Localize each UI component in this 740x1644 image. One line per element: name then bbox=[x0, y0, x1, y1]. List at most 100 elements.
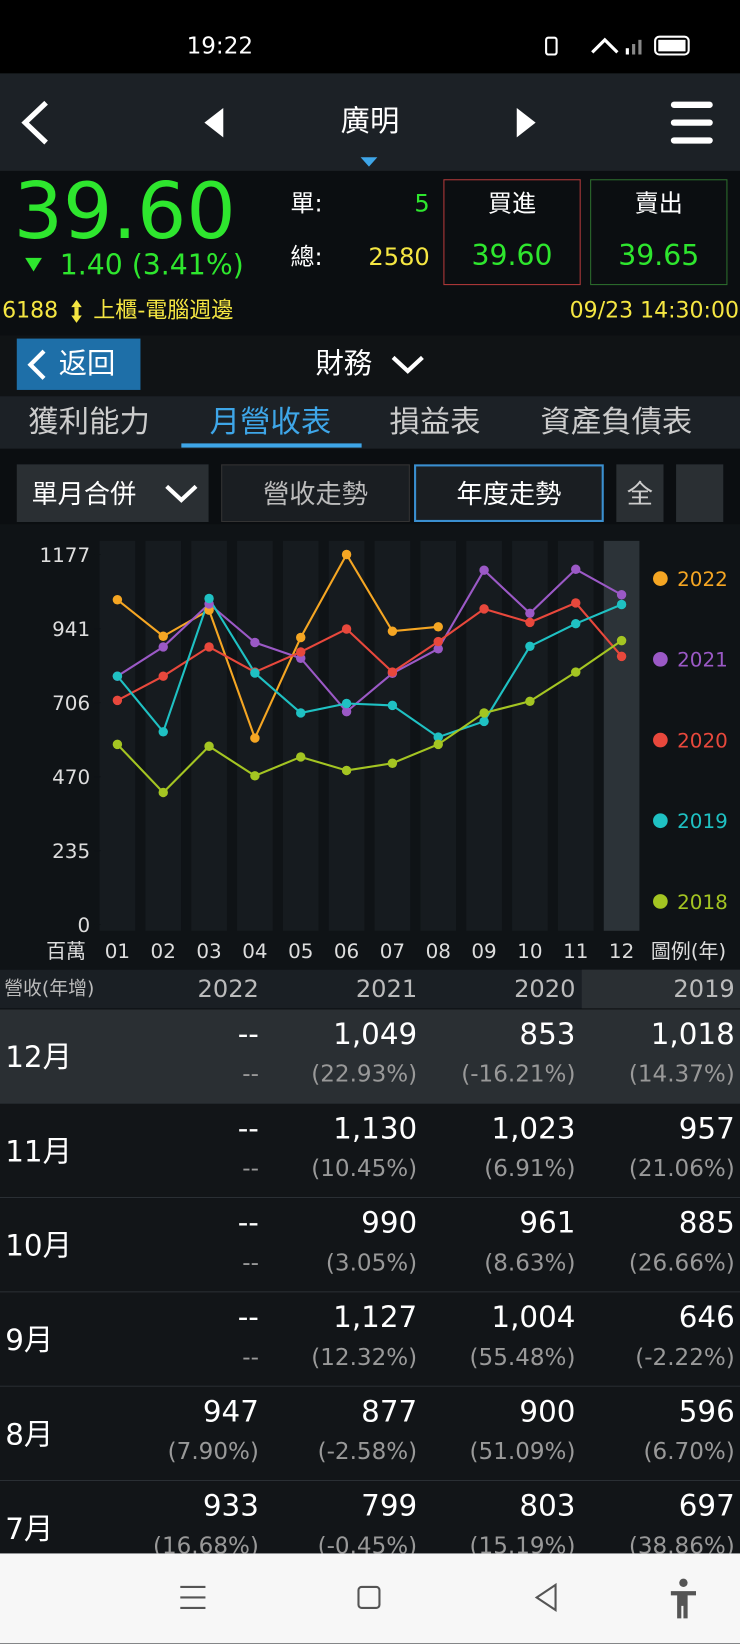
home-key[interactable] bbox=[357, 1585, 381, 1609]
data-point bbox=[479, 604, 489, 614]
revenue-value: 1,018 bbox=[650, 1016, 735, 1052]
data-point bbox=[571, 618, 581, 629]
menu-key[interactable] bbox=[180, 1585, 206, 1609]
tab[interactable]: 獲利能力 bbox=[28, 403, 150, 440]
yoy-growth: (51.09%) bbox=[469, 1439, 576, 1466]
data-point bbox=[204, 642, 214, 652]
month: 9月 bbox=[5, 1322, 54, 1358]
legend-dot bbox=[653, 894, 668, 909]
tab[interactable]: 資產負債表 bbox=[540, 403, 693, 440]
data-point bbox=[525, 617, 535, 628]
series-line bbox=[116, 639, 623, 794]
yoy-growth: (12.32%) bbox=[311, 1344, 418, 1372]
status-bar bbox=[0, 0, 740, 74]
back-icon[interactable] bbox=[21, 100, 48, 145]
data-point bbox=[479, 708, 489, 718]
menu-icon[interactable] bbox=[670, 101, 713, 144]
data-point bbox=[341, 549, 352, 560]
status-time: 19:22 bbox=[186, 33, 254, 60]
legend-dot bbox=[653, 732, 668, 748]
legend-title: 圖例(年) bbox=[651, 940, 726, 963]
revenue-value: 877 bbox=[361, 1394, 418, 1429]
x-tick-label: 01 bbox=[105, 940, 130, 963]
section-label[interactable]: 財務 bbox=[315, 348, 373, 381]
revenue-value: 799 bbox=[361, 1488, 418, 1524]
table-header-highlight bbox=[581, 969, 740, 1009]
yoy-growth: -- bbox=[242, 1061, 259, 1089]
down-arrow bbox=[25, 257, 42, 272]
tab[interactable]: 月營收表 bbox=[209, 403, 332, 440]
back-key[interactable] bbox=[534, 1582, 557, 1612]
chart: 0 235 470 706 941 1177 01 02 03 04 05 06 07 08 09 10 11 1… bbox=[0, 524, 740, 970]
data-point bbox=[479, 565, 489, 575]
data-point bbox=[525, 696, 535, 707]
yoy-growth: (14.37%) bbox=[628, 1061, 735, 1089]
buy-box[interactable] bbox=[443, 179, 581, 286]
revenue-value: 697 bbox=[678, 1488, 735, 1524]
legend-label: 2022 bbox=[677, 568, 728, 591]
yoy-growth: (38.86%) bbox=[628, 1533, 735, 1554]
stock-code: 6188 bbox=[2, 297, 59, 323]
yoy-growth: (-2.22%) bbox=[635, 1344, 735, 1372]
x-tick-label: 08 bbox=[426, 940, 451, 963]
table-row bbox=[0, 1481, 740, 1554]
revenue-value: 990 bbox=[361, 1205, 418, 1241]
series-line bbox=[116, 601, 623, 702]
x-tick-label: 09 bbox=[471, 940, 496, 963]
back-button[interactable] bbox=[16, 338, 141, 390]
data-point bbox=[250, 733, 260, 743]
option-label-selected: 年度走勢 bbox=[456, 479, 562, 510]
x-tick-label: 10 bbox=[517, 940, 542, 963]
revenue-value: 1,004 bbox=[491, 1299, 576, 1335]
data-point bbox=[158, 671, 168, 681]
section-chevron bbox=[391, 355, 424, 374]
prev-icon[interactable] bbox=[204, 107, 224, 138]
header-year: 2019 bbox=[673, 975, 735, 1004]
yoy-growth: -- bbox=[242, 1344, 259, 1372]
data-point bbox=[571, 564, 581, 574]
data-point bbox=[296, 752, 306, 762]
accessibility-key[interactable] bbox=[670, 1578, 697, 1619]
data-point bbox=[112, 695, 123, 706]
x-tick-label: 07 bbox=[380, 940, 405, 963]
all-button[interactable] bbox=[616, 464, 664, 523]
data-point bbox=[387, 667, 398, 677]
data-point bbox=[387, 758, 398, 768]
yoy-growth: (6.91%) bbox=[484, 1156, 576, 1183]
data-point bbox=[616, 599, 627, 610]
chart-toggle[interactable] bbox=[676, 464, 724, 523]
market-icon bbox=[71, 299, 82, 323]
sell-price: 39.65 bbox=[618, 240, 700, 273]
yoy-growth: -- bbox=[242, 1156, 259, 1183]
revenue-value: -- bbox=[237, 1111, 259, 1146]
yoy-growth: (6.70%) bbox=[643, 1439, 735, 1466]
table-row bbox=[0, 1386, 740, 1482]
revenue-value: 853 bbox=[519, 1016, 576, 1052]
y-unit: 百萬 bbox=[46, 940, 86, 963]
column-band bbox=[374, 540, 411, 931]
sell-label: 賣出 bbox=[634, 190, 683, 219]
revenue-value: -- bbox=[237, 1205, 259, 1241]
data-point bbox=[250, 637, 260, 648]
datetime: 09/23 14:30:00 bbox=[569, 297, 739, 323]
tab[interactable]: 損益表 bbox=[389, 403, 481, 440]
revenue-value: 885 bbox=[678, 1205, 735, 1241]
revenue-value: 933 bbox=[202, 1488, 259, 1524]
title-caret bbox=[360, 157, 378, 167]
legend-dot bbox=[653, 813, 668, 829]
option-button-selected[interactable] bbox=[414, 464, 604, 523]
data-point bbox=[158, 787, 168, 798]
month: 10月 bbox=[5, 1228, 72, 1264]
y-tick-label: 706 bbox=[52, 692, 90, 715]
next-icon[interactable] bbox=[516, 107, 536, 138]
revenue-value: 1,023 bbox=[491, 1111, 576, 1146]
data-point bbox=[204, 741, 214, 751]
sell-box[interactable] bbox=[590, 179, 728, 286]
legend-label: 2020 bbox=[677, 729, 728, 752]
data-point bbox=[616, 635, 627, 646]
option-label: 營收走勢 bbox=[263, 479, 368, 510]
option-button[interactable] bbox=[221, 464, 410, 523]
revenue-value: 961 bbox=[519, 1205, 576, 1241]
back-label: 返回 bbox=[58, 348, 116, 381]
yoy-growth: (3.05%) bbox=[325, 1250, 418, 1277]
